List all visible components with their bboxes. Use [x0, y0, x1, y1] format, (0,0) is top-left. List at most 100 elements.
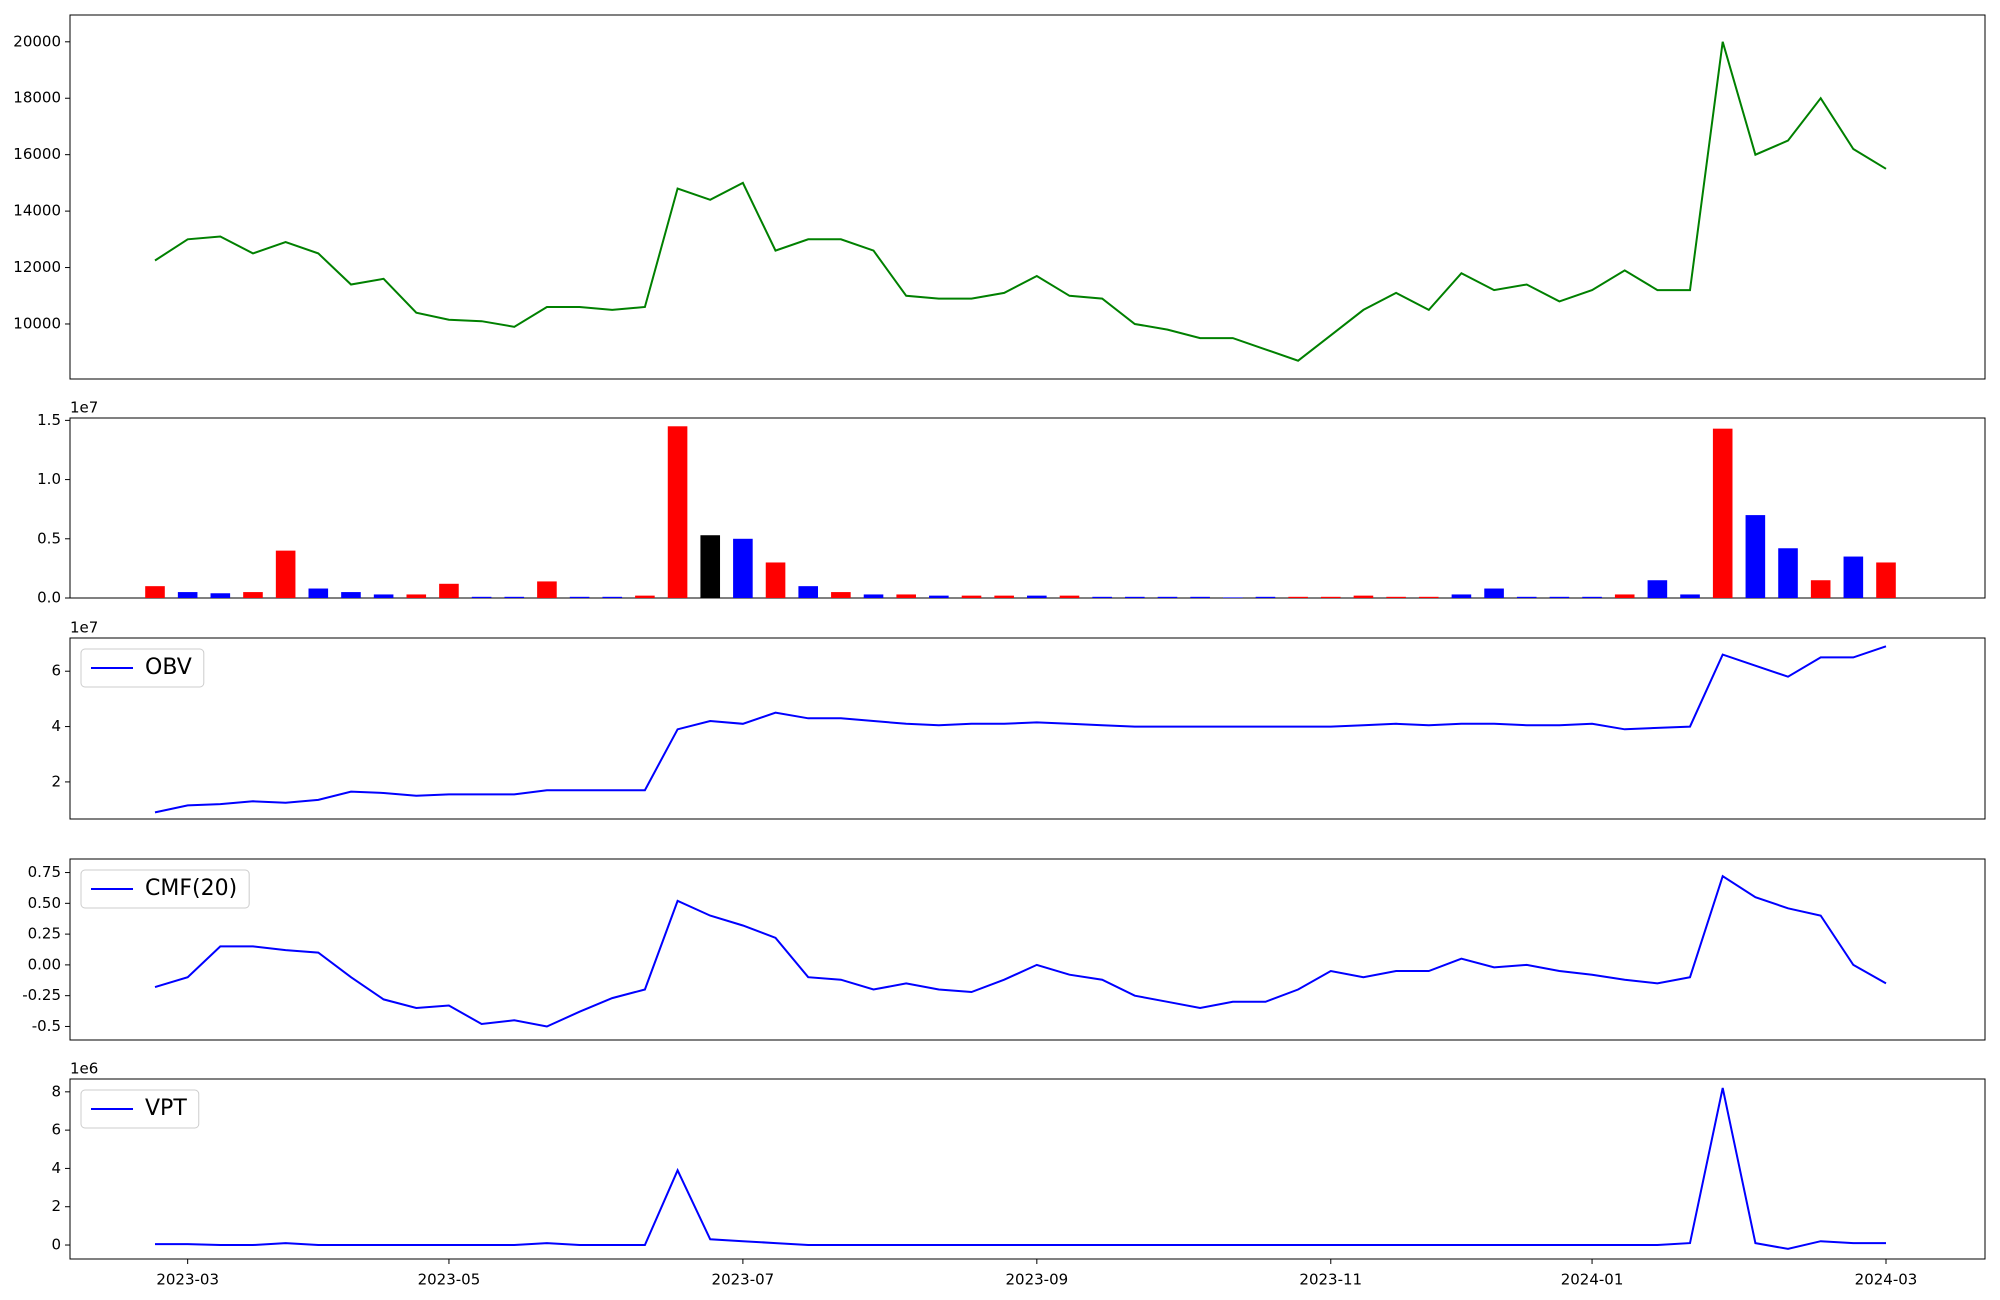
plot-frame	[69, 417, 1986, 599]
bar	[733, 538, 753, 598]
bar	[896, 594, 916, 598]
y-tick-label: 0.25	[28, 925, 61, 943]
bar	[1092, 596, 1112, 598]
bar	[373, 594, 394, 598]
y-tick-label: 14000	[13, 202, 61, 220]
y-tick-label: 0.5	[37, 529, 61, 547]
y-tick-label: 16000	[13, 145, 61, 163]
legend-label: CMF(20)	[145, 876, 237, 901]
bar	[1418, 596, 1439, 598]
legend	[80, 869, 250, 909]
line	[154, 41, 1887, 362]
y-tick-label: 0.00	[28, 955, 61, 973]
legend	[80, 1089, 200, 1129]
bar	[1386, 596, 1406, 598]
bar	[765, 562, 786, 598]
y-tick-label: 2	[51, 1197, 61, 1215]
bar	[1484, 588, 1504, 598]
plot-frame	[69, 858, 1986, 1041]
bar	[1680, 594, 1700, 598]
bar	[1288, 596, 1308, 598]
offset-label: 1e7	[70, 619, 98, 637]
bar	[929, 595, 949, 598]
y-tick-label: 1.5	[37, 411, 61, 429]
bar	[569, 596, 590, 598]
bar	[602, 596, 623, 598]
bar	[210, 593, 231, 598]
bar	[471, 596, 492, 598]
plot-frame	[69, 1078, 1986, 1260]
bar	[275, 550, 296, 598]
y-tick-label: 2	[51, 772, 61, 790]
legend-label: VPT	[145, 1096, 187, 1121]
bar	[1516, 596, 1537, 598]
y-tick-label: 18000	[13, 89, 61, 107]
x-tick-label: 2024-03	[1855, 1271, 1918, 1289]
y-tick-label: 6	[51, 662, 61, 680]
y-tick-label: 4	[51, 1159, 61, 1177]
bar	[145, 586, 165, 598]
y-tick-label: 6	[51, 1121, 61, 1139]
y-tick-label: -0.25	[22, 986, 61, 1004]
bar	[243, 592, 263, 598]
offset-label: 1e7	[70, 399, 98, 417]
bar	[1647, 580, 1668, 598]
bar	[1582, 596, 1602, 598]
bar	[1255, 596, 1276, 598]
bar	[831, 592, 851, 598]
x-tick-label: 2023-05	[418, 1271, 481, 1289]
plot-frame	[69, 637, 1986, 820]
bar	[1157, 596, 1178, 598]
bar	[177, 592, 198, 598]
bar	[1549, 596, 1570, 598]
bar	[1125, 596, 1145, 598]
x-tick-label: 2023-07	[712, 1271, 775, 1289]
bar	[700, 535, 721, 598]
bar	[667, 426, 688, 598]
bar	[1778, 548, 1798, 598]
bar	[1745, 515, 1766, 598]
bar	[1614, 594, 1635, 598]
bar	[1876, 562, 1896, 598]
x-tick-label: 2023-03	[156, 1271, 219, 1289]
y-tick-label: 10000	[13, 314, 61, 332]
y-tick-label: 1.0	[37, 470, 61, 488]
y-tick-label: 8	[51, 1082, 61, 1100]
line	[155, 1087, 1886, 1250]
bar	[1027, 595, 1047, 598]
line	[154, 874, 1887, 1028]
x-tick-label: 2023-11	[1299, 1271, 1362, 1289]
bar	[504, 596, 525, 598]
y-tick-label: 12000	[13, 258, 61, 276]
y-tick-label: 0.50	[28, 894, 61, 912]
bar	[863, 594, 884, 598]
bar	[1190, 596, 1210, 598]
bar	[1059, 595, 1080, 598]
bar	[994, 595, 1014, 598]
bar	[1712, 428, 1733, 598]
bar	[635, 595, 655, 598]
bar	[308, 588, 329, 598]
x-tick-label: 2024-01	[1561, 1271, 1624, 1289]
y-tick-label: -0.5	[32, 1017, 61, 1035]
y-tick-label: 4	[51, 717, 61, 735]
legend	[80, 648, 205, 688]
y-tick-label: 0	[51, 1236, 61, 1254]
x-tick-label: 2023-09	[1005, 1271, 1068, 1289]
bar	[1222, 597, 1243, 598]
plot-frame	[69, 14, 1986, 380]
bar	[1320, 596, 1341, 598]
bar	[1810, 580, 1831, 598]
bar	[341, 592, 361, 598]
bar	[406, 594, 427, 598]
bar	[961, 595, 982, 598]
offset-label: 1e6	[70, 1060, 98, 1078]
bar	[1353, 595, 1374, 598]
y-tick-label: 20000	[13, 32, 61, 50]
y-tick-label: 0.0	[37, 589, 61, 607]
bar	[1843, 556, 1864, 598]
line	[154, 645, 1887, 814]
legend-label: OBV	[145, 655, 192, 680]
